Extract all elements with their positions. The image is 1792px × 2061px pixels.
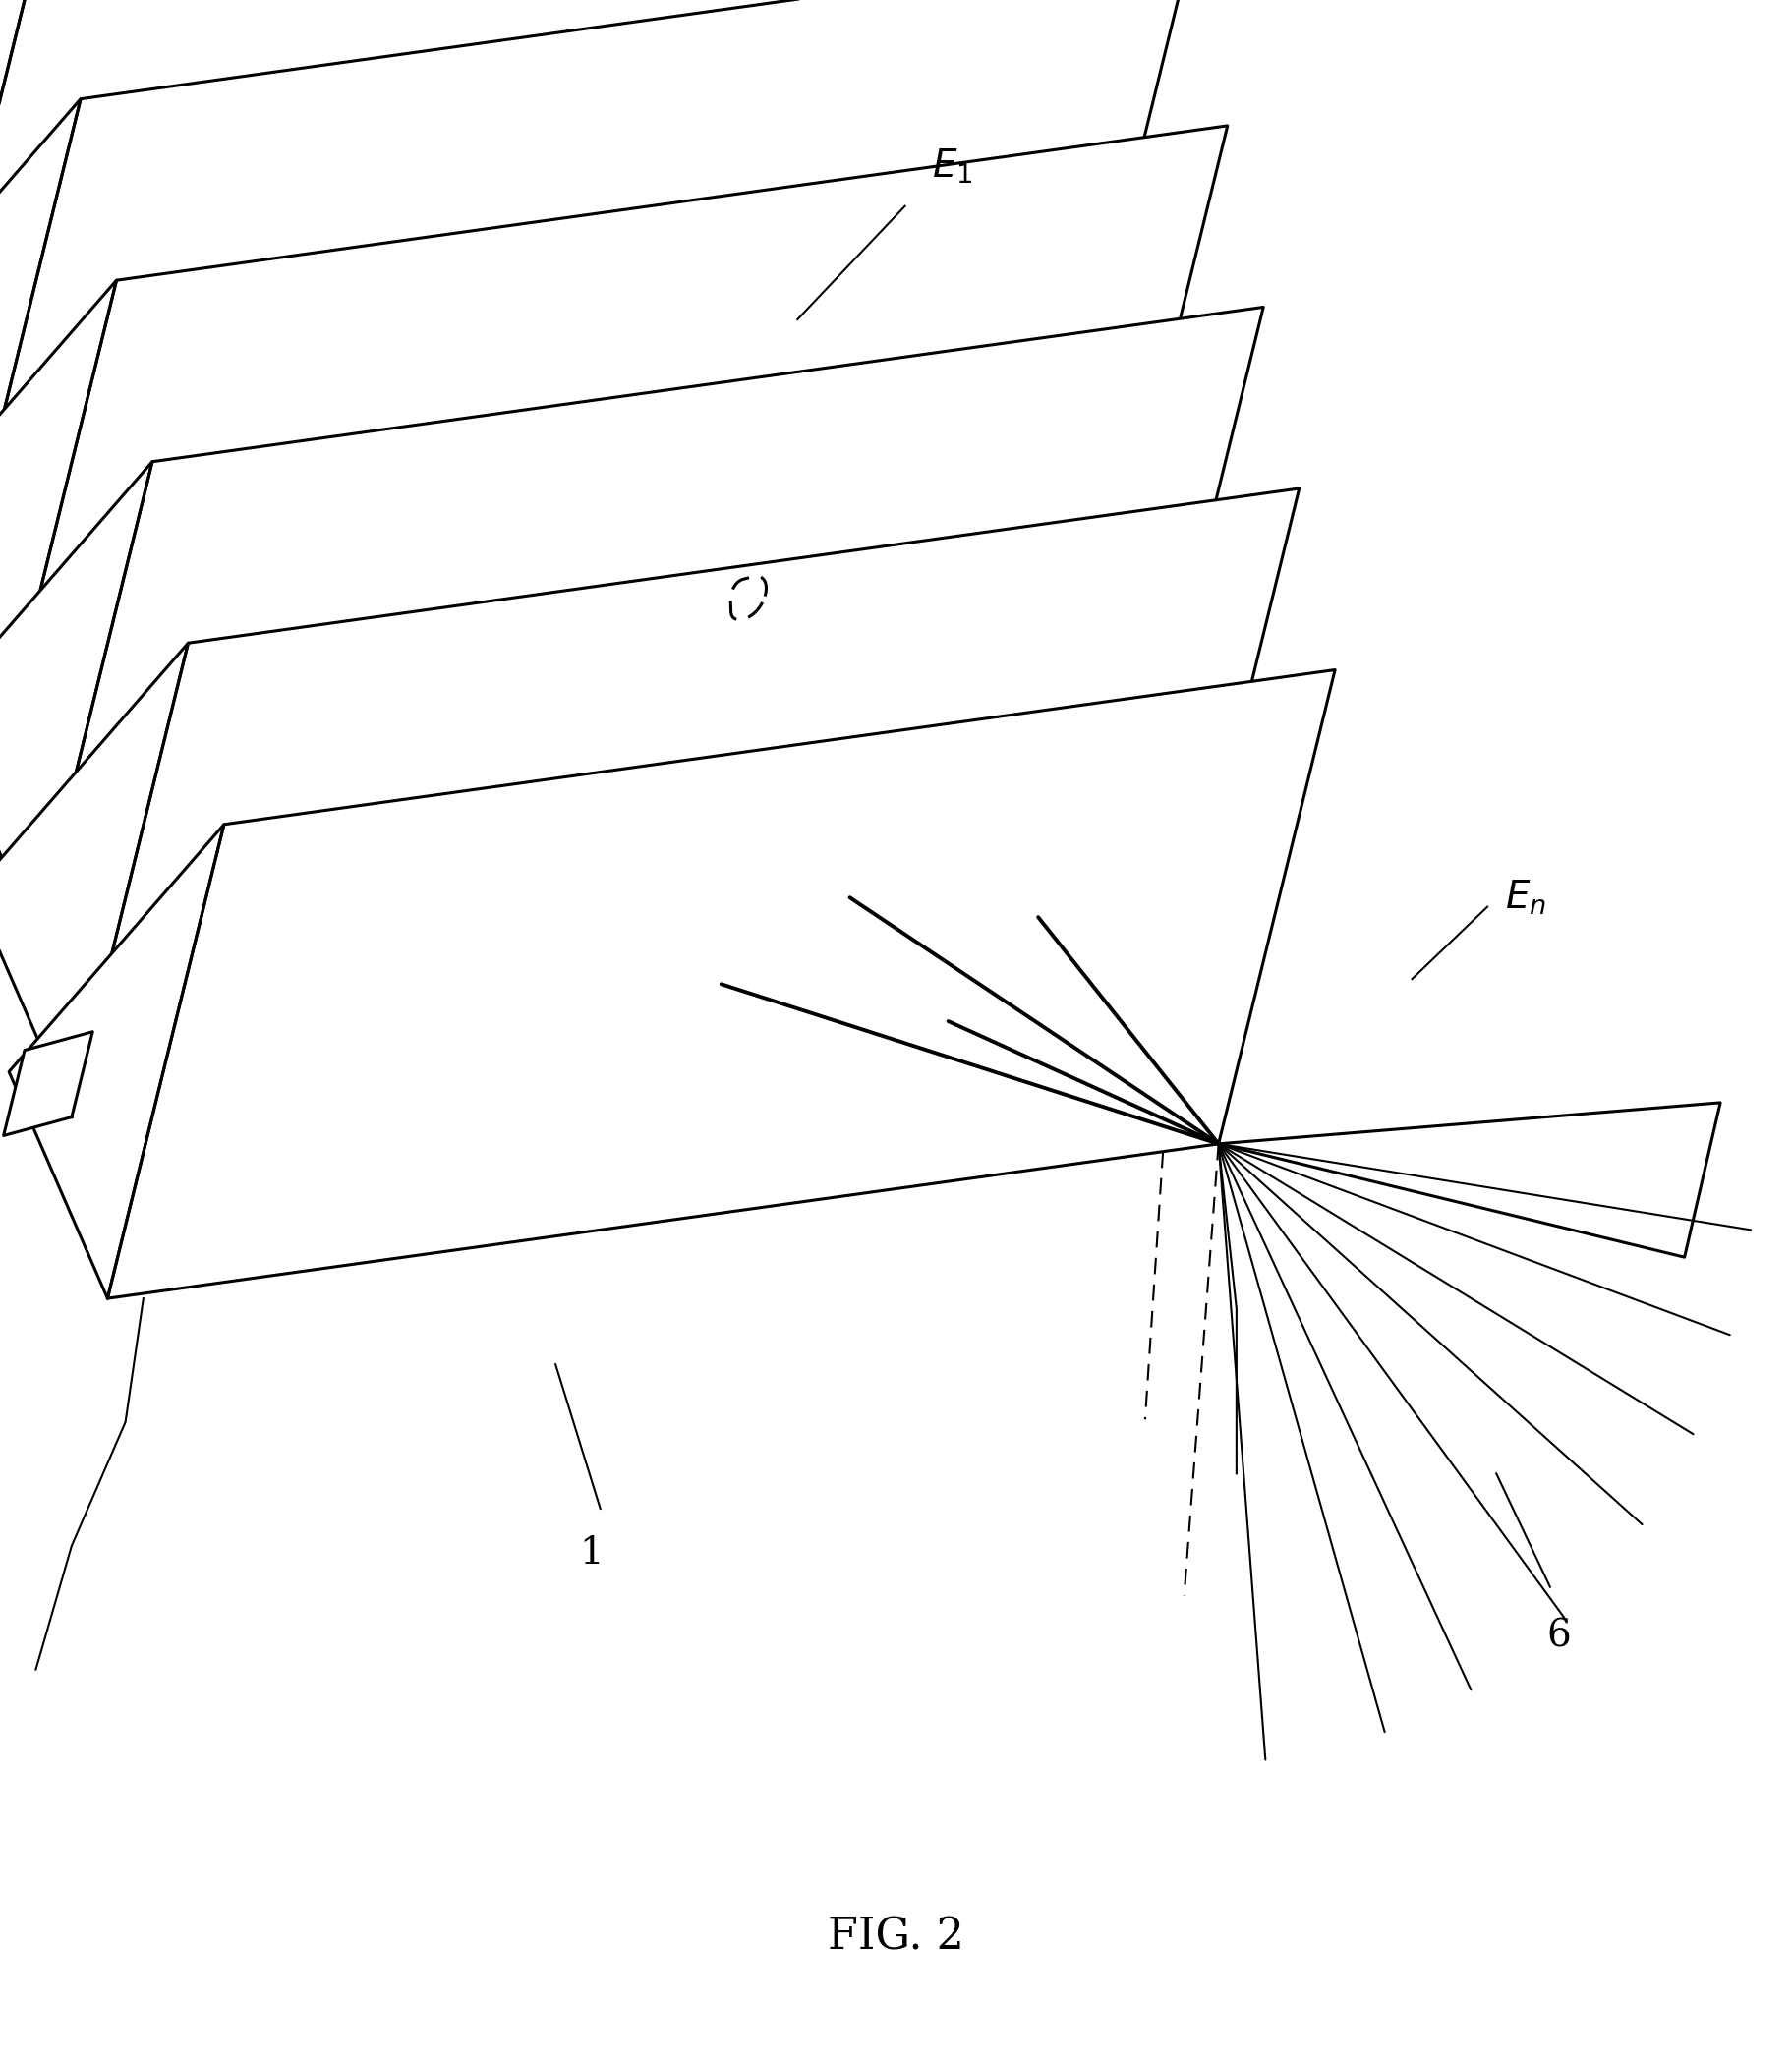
Polygon shape (72, 488, 1299, 1117)
Text: $E_1$: $E_1$ (932, 146, 973, 185)
Polygon shape (36, 307, 1263, 936)
Polygon shape (0, 0, 45, 392)
Polygon shape (9, 824, 224, 1298)
Text: 6: 6 (1546, 1618, 1572, 1655)
Text: 1: 1 (579, 1535, 604, 1573)
Polygon shape (108, 670, 1335, 1298)
Polygon shape (0, 0, 1192, 573)
Polygon shape (4, 1033, 93, 1136)
Text: $E_n$: $E_n$ (1505, 878, 1546, 917)
Text: FIG. 2: FIG. 2 (828, 1917, 964, 1958)
Polygon shape (0, 462, 152, 936)
Polygon shape (0, 643, 188, 1117)
Polygon shape (0, 0, 1156, 392)
Polygon shape (0, 280, 116, 754)
Polygon shape (0, 126, 1228, 754)
Polygon shape (1219, 1103, 1720, 1257)
Polygon shape (0, 99, 81, 573)
